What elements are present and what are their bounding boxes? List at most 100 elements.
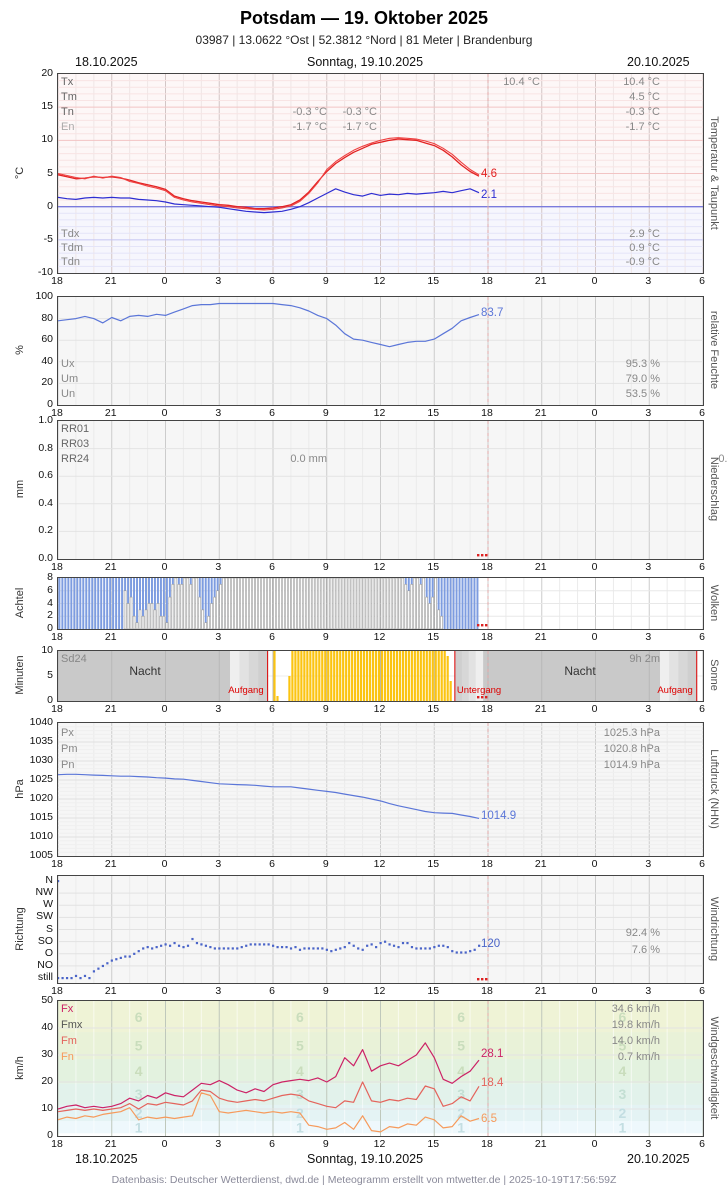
x-tick-precip: 6 — [699, 561, 705, 573]
x-tick-precip: 18 — [51, 561, 63, 573]
svg-text:5: 5 — [618, 1038, 626, 1054]
x-tick-winddir: 0 — [161, 985, 168, 997]
stat-value-winddir: 7.6 % — [631, 944, 660, 956]
x-tick-precip: 0 — [161, 561, 168, 573]
x-tick-temp: 6 — [699, 275, 705, 287]
x-tick-winddir: 3 — [215, 985, 222, 997]
svg-text:5: 5 — [457, 1038, 465, 1054]
y-tick-pressure: 1015 — [29, 811, 53, 823]
y-tick-winddir: N — [45, 874, 53, 886]
stat-label-Un: Un — [61, 388, 76, 400]
x-tick-temp: 21 — [534, 275, 547, 287]
x-tick-clouds: 15 — [427, 631, 440, 643]
y-tick-winddir: NW — [35, 886, 54, 899]
svg-text:4: 4 — [135, 1063, 143, 1079]
svg-text:6: 6 — [135, 1009, 143, 1025]
stat-value-Fx: 34.6 km/h — [611, 1003, 660, 1015]
stat-label-Fmx: Fmx — [61, 1019, 83, 1031]
stat-label-Ux: Ux — [61, 358, 75, 370]
x-tick-winddir: 6 — [699, 985, 705, 997]
current-value-winddir: 120 — [481, 937, 501, 950]
stat-label-Sd24: Sd24 — [61, 653, 87, 665]
y-tick-temp: 15 — [41, 100, 53, 113]
footer-credit: Datenbasis: Deutscher Wetterdienst, dwd.… — [111, 1174, 617, 1186]
stat-value-En: -1.7 °C — [292, 121, 327, 133]
stat-label-Tdm: Tdm — [61, 242, 83, 254]
stat-value-Fmx: 19.8 km/h — [611, 1019, 660, 1031]
current-value-temp: 4.6 — [481, 168, 497, 181]
y-tick-precip: 0.8 — [38, 441, 53, 454]
panel-title-humidity: relative Feuchte — [708, 310, 720, 390]
current-value-humidity: 83.7 — [481, 306, 504, 319]
svg-text:1: 1 — [457, 1119, 465, 1135]
x-tick-precip: 6 — [269, 561, 275, 573]
y-tick-precip: 1.0 — [38, 414, 53, 426]
bottom-date-left: 18.10.2025 — [75, 1152, 138, 1166]
x-tick-clouds: 18 — [481, 631, 493, 643]
y-tick-sun: 5 — [47, 669, 53, 681]
y-tick-pressure: 1005 — [29, 849, 53, 861]
stat-value-Tn: -0.3 °C — [292, 106, 327, 118]
x-tick-temp: 21 — [104, 275, 117, 287]
y-tick-humidity: 0 — [47, 398, 53, 410]
x-tick-pressure: 3 — [215, 858, 222, 870]
stat-label-Tdn: Tdn — [61, 256, 80, 268]
y-tick-clouds: 8 — [47, 571, 53, 583]
x-tick-precip: 3 — [645, 561, 652, 573]
y-tick-temp: -10 — [37, 266, 53, 278]
x-tick-temp: 0 — [591, 275, 598, 287]
x-tick-pressure: 3 — [645, 858, 652, 870]
x-tick-sun: 6 — [699, 703, 705, 715]
current-value-windspeed: 28.1 — [481, 1048, 504, 1061]
stat-label-RR01: RR01 — [61, 423, 90, 435]
x-tick-humidity: 0 — [591, 407, 598, 419]
x-tick-humidity: 18 — [481, 407, 493, 419]
x-tick-pressure: 12 — [373, 858, 386, 870]
x-tick-winddir: 6 — [269, 985, 275, 997]
stat-value-Fm: 14.0 km/h — [611, 1035, 660, 1047]
x-tick-winddir: 15 — [427, 985, 440, 997]
page-title: Potsdam — 19. Oktober 2025 — [239, 8, 489, 28]
x-tick-pressure: 18 — [481, 858, 493, 870]
x-tick-sun: 3 — [645, 703, 652, 715]
stat-label-Fm: Fm — [61, 1035, 77, 1047]
x-tick-precip: 21 — [534, 561, 547, 573]
stat-value-Tdm: 0.9 °C — [629, 242, 660, 254]
panel-title-temp: Temperatur & Taupunkt — [708, 115, 720, 230]
x-tick-humidity: 6 — [269, 407, 275, 419]
x-tick-winddir: 9 — [322, 985, 329, 997]
x-tick-humidity: 21 — [104, 407, 117, 419]
sun-event-label-aufgang: Aufgang — [228, 685, 264, 696]
x-tick-windspeed: 0 — [591, 1138, 598, 1150]
x-tick-temp: 15 — [427, 275, 440, 287]
y-tick-winddir: SW — [36, 910, 53, 923]
stat-label-Tx: Tx — [61, 76, 74, 88]
x-tick-precip: 12 — [373, 561, 386, 573]
y-tick-sun: 10 — [41, 644, 53, 656]
panel-title-clouds: Wolken — [708, 584, 720, 621]
y-tick-pressure: 1010 — [29, 830, 53, 842]
y-tick-sun: 0 — [47, 694, 53, 706]
stat-value-RR24: 0.0 mm — [290, 453, 327, 465]
unit-label-temp: °C — [14, 166, 26, 179]
unit-label-winddir: Richtung — [14, 906, 26, 951]
x-tick-sun: 9 — [322, 703, 329, 715]
stat-value-Tm: 4.5 °C — [629, 91, 660, 103]
stat-label-Fn: Fn — [61, 1051, 74, 1063]
station-info: 03987 | 13.0622 °Ost | 52.3812 °Nord | 8… — [195, 33, 533, 47]
x-tick-humidity: 3 — [645, 407, 652, 419]
current-value-windspeed: 18.4 — [481, 1077, 504, 1090]
y-tick-windspeed: 10 — [41, 1102, 53, 1114]
svg-text:1: 1 — [296, 1119, 304, 1135]
y-tick-precip: 0.6 — [38, 469, 53, 482]
panel-title-pressure: Luftdruck (NHN) — [708, 748, 720, 829]
svg-text:3: 3 — [296, 1086, 304, 1102]
y-tick-pressure: 1030 — [29, 754, 53, 766]
top-date-right: 20.10.2025 — [627, 55, 690, 69]
y-tick-pressure: 1020 — [29, 792, 53, 804]
x-tick-temp: 18 — [51, 275, 63, 287]
x-tick-precip: 18 — [481, 561, 493, 573]
y-tick-humidity: 60 — [41, 333, 53, 346]
unit-label-humidity: % — [14, 345, 26, 355]
x-tick-temp: 12 — [373, 275, 386, 287]
